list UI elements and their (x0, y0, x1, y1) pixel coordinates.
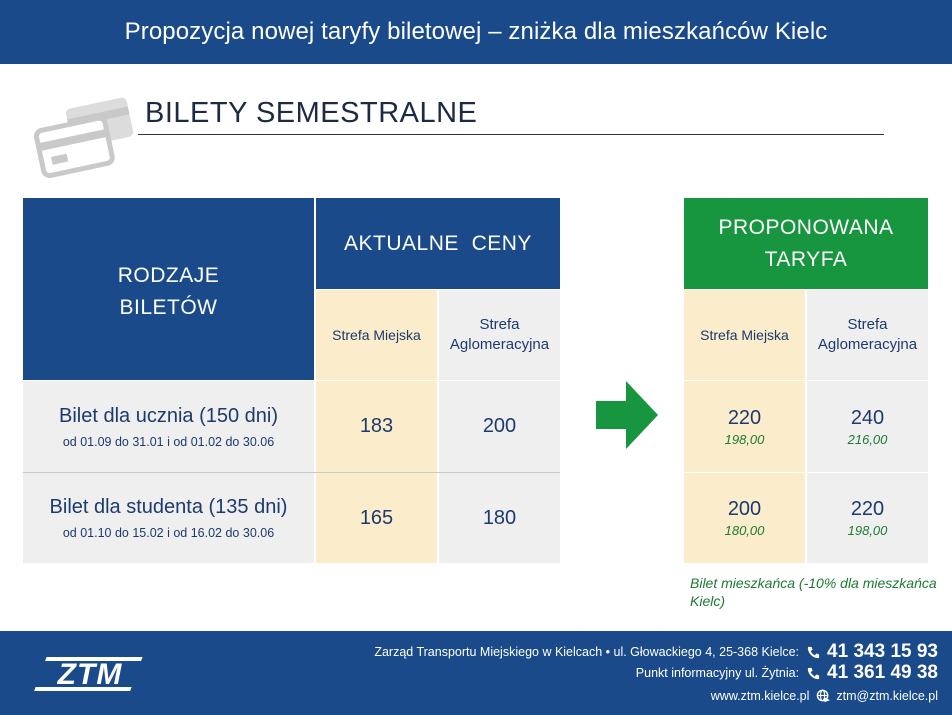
logo-text: ZTM (57, 658, 123, 691)
slide-footer: ZTM Zarząd Transportu Miejskiego w Kielc… (0, 631, 952, 715)
ticket-title: Bilet dla ucznia (150 dni) (58, 404, 278, 427)
proposed-tariff-header: PROPONOWANA TARYFA (684, 198, 928, 289)
arrow-right-icon (596, 381, 658, 449)
phone-icon (807, 667, 820, 679)
zone-city-label: Strefa Miejska (332, 327, 421, 343)
website-link[interactable]: www.ztm.kielce.pl (710, 688, 810, 703)
current-zone-agglo-header: Strefa Aglomeracyjna (439, 290, 560, 380)
price-current-agglo: 200 (439, 381, 560, 472)
resident-price-value: 198,00 (724, 431, 765, 447)
proposed-label-line1: PROPONOWANA (718, 215, 894, 239)
proposed-zone-city-header: Strefa Miejska (684, 290, 805, 380)
ztm-logo: ZTM (34, 657, 143, 691)
cards-icon (34, 97, 134, 179)
price-proposed-agglo: 240 216,00 (807, 381, 928, 472)
ticket-row-student-pupil: Bilet dla ucznia (150 dni) od 01.09 do 3… (23, 381, 314, 472)
footer-contact-line: www.ztm.kielce.pl ztm@ztm.kielce.pl (711, 688, 938, 703)
resident-price-value: 198,00 (847, 523, 888, 538)
current-prices-label: AKTUALNE CENY (344, 231, 532, 255)
footer-address: Zarząd Transportu Miejskiego w Kielcach … (374, 645, 800, 659)
ticket-types-header-line1: RODZAJE (117, 264, 220, 287)
price-value: 220 (850, 498, 885, 520)
phone-number-main[interactable]: 41 343 15 93 (827, 641, 938, 662)
ticket-row-university-student: Bilet dla studenta (135 dni) od 01.10 do… (23, 473, 314, 563)
price-current-agglo: 180 (439, 473, 560, 563)
current-prices-header: AKTUALNE CENY (316, 198, 560, 289)
ticket-validity: od 01.10 do 15.02 i od 16.02 do 30.06 (62, 526, 275, 540)
slide-header: Propozycja nowej taryfy biletowej – zniż… (0, 0, 952, 64)
ticket-title: Bilet dla studenta (135 dni) (49, 496, 288, 518)
price-proposed-city: 200 180,00 (684, 473, 805, 563)
section-title: BILETY SEMESTRALNE (145, 97, 478, 129)
footer-info-point-line: Punkt informacyjny ul. Żytnia: 41 361 49… (636, 662, 938, 684)
email-link[interactable]: ztm@ztm.kielce.pl (836, 688, 938, 703)
price-proposed-city: 220 198,00 (684, 381, 805, 472)
row-divider (23, 472, 560, 473)
resident-price-value: 180,00 (724, 523, 765, 538)
price-value: 200 (727, 498, 762, 520)
ticket-types-header-line2: BILETÓW (119, 296, 218, 319)
price-value: 183 (359, 415, 394, 437)
zone-agglo-label-line1: Strefa (847, 316, 888, 333)
price-proposed-agglo: 220 198,00 (807, 473, 928, 563)
zone-agglo-label-line2: Aglomeracyjna (449, 336, 550, 353)
price-value: 240 (850, 406, 885, 429)
globe-mail-icon (817, 689, 831, 703)
footer-address-line: Zarząd Transportu Miejskiego w Kielcach … (374, 641, 938, 663)
proposed-label-line2: TARYFA (764, 247, 848, 271)
phone-icon (807, 646, 820, 658)
price-current-city: 183 (316, 381, 437, 472)
slide-title: Propozycja nowej taryfy biletowej – zniż… (124, 18, 828, 45)
zone-agglo-label-line2: Aglomeracyjna (817, 336, 918, 353)
zone-agglo-label-line1: Strefa (479, 316, 520, 333)
price-value: 220 (727, 406, 762, 429)
phone-number-info[interactable]: 41 361 49 38 (827, 662, 938, 683)
price-value: 200 (482, 415, 517, 437)
current-zone-city-header: Strefa Miejska (316, 290, 437, 380)
ticket-types-header: RODZAJE BILETÓW (23, 198, 314, 380)
resident-discount-note: Bilet mieszkańca (-10% dla mieszkańca Ki… (690, 575, 937, 609)
zone-city-label: Strefa Miejska (700, 327, 789, 343)
section-divider (138, 134, 884, 135)
price-value: 180 (482, 506, 517, 529)
price-current-city: 165 (316, 473, 437, 563)
resident-price-value: 216,00 (847, 431, 888, 447)
ticket-validity: od 01.09 do 31.01 i od 01.02 do 30.06 (62, 434, 275, 449)
proposed-zone-agglo-header: Strefa Aglomeracyjna (807, 290, 928, 380)
price-value: 165 (359, 506, 394, 529)
footer-info-point: Punkt informacyjny ul. Żytnia: (635, 666, 800, 680)
